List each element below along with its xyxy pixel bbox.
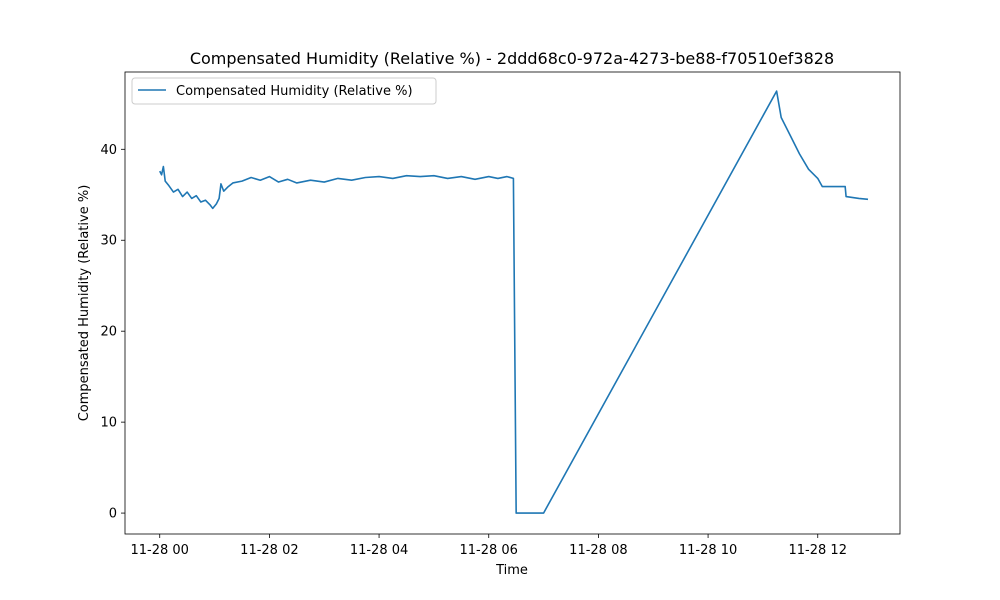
x-axis-title: Time bbox=[495, 563, 528, 578]
legend-entry-label: Compensated Humidity (Relative %) bbox=[176, 84, 413, 99]
x-axis: 11-28 00 11-28 02 11-28 04 11-28 06 11-28 08… bbox=[131, 534, 847, 558]
y-tick-label: 0 bbox=[109, 507, 117, 522]
y-axis: 0 10 20 30 40 bbox=[100, 143, 125, 522]
series-line-0 bbox=[159, 90, 869, 514]
y-axis-title: Compensated Humidity (Relative %) bbox=[77, 185, 92, 422]
x-tick-label: 11-28 06 bbox=[460, 543, 518, 558]
x-tick-label: 11-28 02 bbox=[240, 543, 298, 558]
plot-area bbox=[159, 90, 869, 514]
y-tick-label: 20 bbox=[100, 325, 117, 340]
legend: Compensated Humidity (Relative %) bbox=[131, 77, 437, 105]
x-tick-label: 11-28 10 bbox=[679, 543, 737, 558]
legend-box bbox=[131, 77, 437, 105]
chart-title: Compensated Humidity (Relative %) - 2ddd… bbox=[190, 49, 834, 68]
y-tick-label: 10 bbox=[100, 416, 117, 431]
axes-frame bbox=[124, 71, 901, 535]
y-tick-label: 30 bbox=[100, 234, 117, 249]
x-tick-label: 11-28 00 bbox=[131, 543, 189, 558]
x-tick-label: 11-28 08 bbox=[569, 543, 627, 558]
x-tick-label: 11-28 12 bbox=[789, 543, 847, 558]
y-tick-label: 40 bbox=[100, 143, 117, 158]
x-tick-label: 11-28 04 bbox=[350, 543, 408, 558]
